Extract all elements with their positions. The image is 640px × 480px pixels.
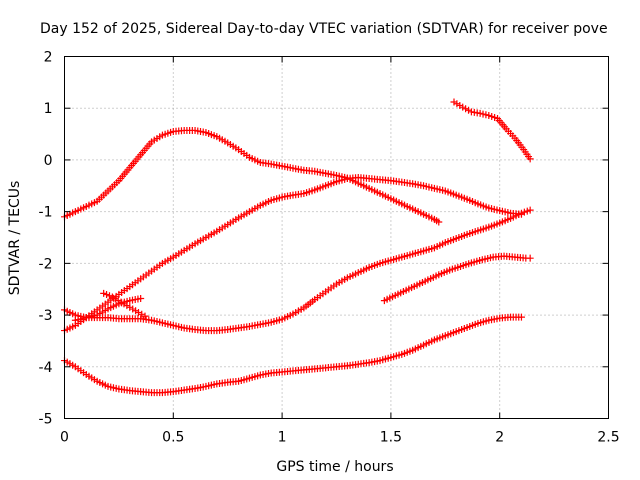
series-arc-5 <box>71 295 145 324</box>
series-arc-8 <box>450 98 534 163</box>
y-tick-label: -5 <box>39 412 53 428</box>
y-tick-label: -1 <box>39 205 53 221</box>
data-point <box>137 295 145 303</box>
data-point <box>138 310 146 318</box>
y-tick-label: -4 <box>39 360 53 376</box>
y-tick-label: 1 <box>44 101 53 117</box>
series-arc-1 <box>61 126 443 226</box>
y-tick-label: -2 <box>39 256 53 272</box>
data-point <box>526 155 534 163</box>
x-tick-label: 0.5 <box>162 430 184 446</box>
data-marks <box>61 98 534 397</box>
axis-ticks: 0 0.5 1 1.5 2 2.5 -5 -4 -3 -2 -1 0 1 2 <box>39 50 620 446</box>
grid-lines <box>64 56 609 419</box>
x-tick-label: 1.5 <box>380 430 402 446</box>
y-axis-label: SDTVAR / TECUs <box>7 181 23 296</box>
x-tick-label: 2 <box>495 430 504 446</box>
x-tick-label: 2.5 <box>597 430 619 446</box>
y-tick-label: -3 <box>39 308 53 324</box>
data-point <box>526 206 534 214</box>
x-axis-label: GPS time / hours <box>276 459 393 475</box>
data-point <box>141 312 149 320</box>
data-point <box>526 254 534 262</box>
x-tick-label: 0 <box>60 430 69 446</box>
data-point <box>435 218 443 226</box>
chart-title: Day 152 of 2025, Sidereal Day-to-day VTE… <box>40 21 608 37</box>
y-tick-label: 0 <box>44 153 53 169</box>
x-tick-label: 1 <box>278 430 287 446</box>
series-arc-6 <box>61 313 525 397</box>
plot-frame <box>64 56 609 419</box>
y-tick-label: 2 <box>44 50 53 66</box>
data-point <box>517 313 525 321</box>
series-arc-2 <box>61 174 525 335</box>
series-arc-7 <box>380 252 534 305</box>
